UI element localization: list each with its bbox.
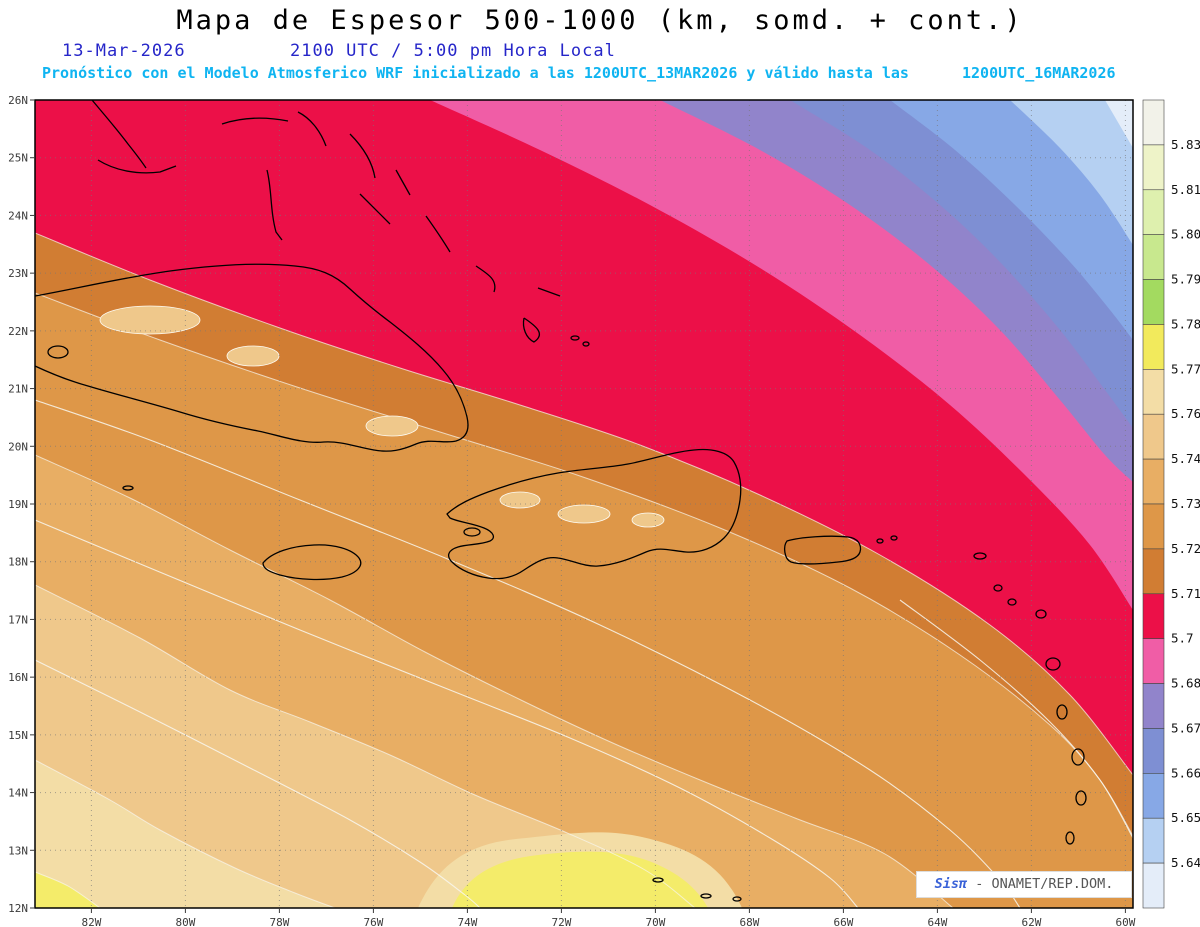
colorbar-segment bbox=[1142, 548, 1165, 595]
forecast-note: Pronóstico con el Modelo Atmosferico WRF… bbox=[42, 64, 909, 82]
x-tick-label: 74W bbox=[457, 916, 477, 927]
graticule-grid bbox=[35, 100, 1133, 908]
y-tick-label: 22N bbox=[8, 325, 28, 338]
colorbar-label: 5.724 bbox=[1171, 541, 1200, 556]
y-tick-label: 21N bbox=[8, 383, 28, 396]
forecast-valid-time: 1200UTC_16MAR2026 bbox=[962, 64, 1116, 82]
y-tick-label: 23N bbox=[8, 267, 28, 280]
colorbar-segment bbox=[1142, 324, 1165, 370]
coastlines bbox=[35, 100, 1087, 902]
colorbar-segment bbox=[1142, 144, 1165, 191]
y-tick-label: 24N bbox=[8, 209, 28, 222]
x-tick-label: 72W bbox=[551, 916, 571, 927]
colorbar-label: 5.64 bbox=[1171, 855, 1200, 870]
colorbar-segment bbox=[1142, 458, 1165, 505]
axis-labels: 26N 25N 24N 23N 22N 21N 20N 19N 18N 17N 16N 15N 14N 1… bbox=[8, 94, 1136, 927]
watermark-suffix: - ONAMET/REP.DOM. bbox=[967, 876, 1114, 892]
colorbar-segment bbox=[1142, 638, 1165, 684]
x-tick-label: 60W bbox=[1115, 916, 1135, 927]
colorbar-segment bbox=[1142, 683, 1165, 729]
forecast-date: 13-Mar-2026 bbox=[62, 41, 186, 61]
colorbar-segment bbox=[1142, 593, 1165, 639]
x-tick-label: 68W bbox=[739, 916, 759, 927]
colorbar-segment bbox=[1142, 234, 1165, 280]
colorbar-label: 5.783 bbox=[1171, 316, 1200, 331]
x-tick-label: 76W bbox=[363, 916, 383, 927]
forecast-local-time: 2100 UTC / 5:00 pm Hora Local bbox=[290, 41, 616, 61]
colorbar-label: 5.772 bbox=[1171, 361, 1200, 376]
y-tick-label: 25N bbox=[8, 152, 28, 165]
colorbar-label: 5.76 bbox=[1171, 406, 1200, 421]
colorbar-segment bbox=[1142, 773, 1165, 819]
x-tick-label: 66W bbox=[833, 916, 853, 927]
y-tick-label: 12N bbox=[8, 902, 28, 915]
x-tick-label: 62W bbox=[1021, 916, 1041, 927]
colorbar-segment bbox=[1142, 817, 1165, 864]
colorbar-label: 5.664 bbox=[1171, 765, 1200, 780]
y-tick-label: 13N bbox=[8, 844, 28, 857]
x-tick-label: 78W bbox=[269, 916, 289, 927]
colorbar-label: 5.795 bbox=[1171, 272, 1200, 287]
x-tick-label: 80W bbox=[175, 916, 195, 927]
colorbar-label: 5.748 bbox=[1171, 451, 1200, 466]
x-tick-label: 82W bbox=[81, 916, 101, 927]
colorbar-segment bbox=[1142, 503, 1165, 550]
colorbar-segment bbox=[1142, 862, 1165, 909]
page-title: Mapa de Espesor 500-1000 (km, somd. + co… bbox=[176, 5, 1024, 36]
colorbar-segment bbox=[1142, 279, 1165, 325]
colorbar-segment bbox=[1142, 189, 1165, 235]
map-layers bbox=[35, 100, 1133, 908]
y-tick-label: 16N bbox=[8, 671, 28, 684]
colorbar-label: 5.676 bbox=[1171, 720, 1200, 735]
colorbar-label: 5.831 bbox=[1171, 137, 1200, 152]
x-tick-label: 64W bbox=[927, 916, 947, 927]
colorbar-label: 5.736 bbox=[1171, 496, 1200, 511]
watermark-brand: Sisπ bbox=[934, 876, 968, 892]
colorbar-label: 5.712 bbox=[1171, 586, 1200, 601]
colorbar-segment bbox=[1142, 728, 1165, 774]
colorbar-label: 5.7 bbox=[1171, 631, 1194, 646]
y-tick-label: 15N bbox=[8, 729, 28, 742]
colorbar-label: 5.688 bbox=[1171, 676, 1200, 691]
y-tick-label: 18N bbox=[8, 556, 28, 569]
watermark: Sisπ - ONAMET/REP.DOM. bbox=[916, 871, 1132, 898]
y-tick-label: 26N bbox=[8, 94, 28, 107]
x-tick-label: 70W bbox=[645, 916, 665, 927]
colorbar-segment bbox=[1142, 413, 1165, 460]
colorbar-segment bbox=[1142, 369, 1165, 415]
colorbar-segment bbox=[1142, 99, 1165, 146]
y-tick-label: 19N bbox=[8, 498, 28, 511]
colorbar-label: 5.807 bbox=[1171, 227, 1200, 242]
colorbar-label: 5.652 bbox=[1171, 810, 1200, 825]
y-tick-label: 14N bbox=[8, 787, 28, 800]
y-tick-label: 17N bbox=[8, 613, 28, 626]
colorbar-label: 5.819 bbox=[1171, 182, 1200, 197]
colorbar: 5.831 5.819 5.807 5.795 5.783 5.772 5.76 5.748 5… bbox=[1142, 99, 1200, 909]
y-tick-label: 20N bbox=[8, 440, 28, 453]
